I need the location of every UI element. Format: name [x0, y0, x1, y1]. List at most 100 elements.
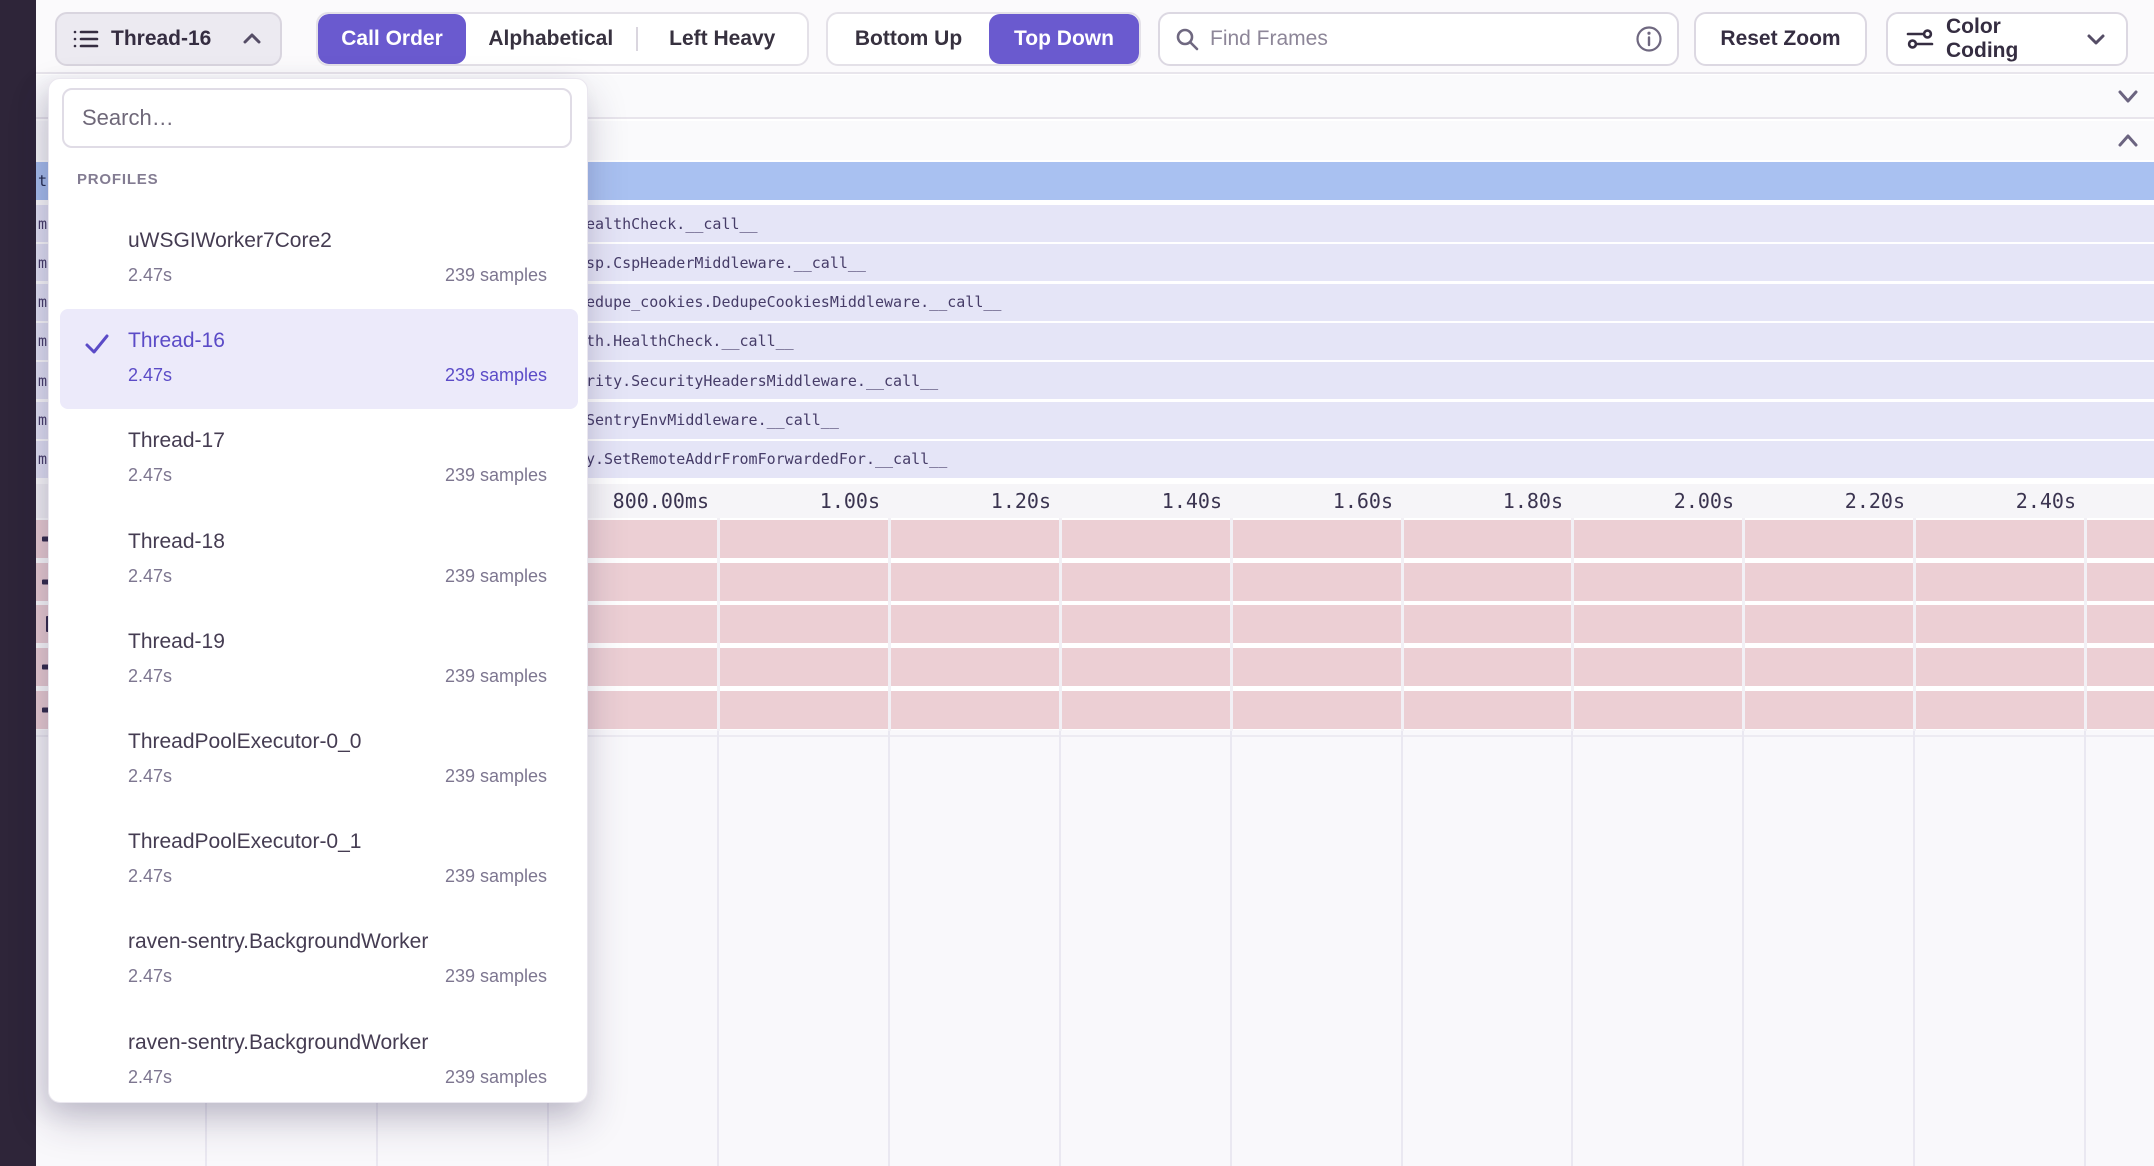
- profile-name: Thread-18: [128, 529, 225, 553]
- list-icon: [73, 26, 99, 52]
- gridline: [2084, 518, 2087, 731]
- frame-text-fragment: m: [38, 253, 48, 272]
- info-icon[interactable]: [1635, 25, 1663, 53]
- search-icon: [1174, 26, 1200, 52]
- frame-text-fragment: m: [38, 293, 48, 312]
- profile-sample-count: 239 samples: [444, 265, 547, 285]
- profile-name: Thread-17: [128, 429, 225, 453]
- checkmark-icon: [84, 331, 110, 357]
- reset-zoom-button[interactable]: Reset Zoom: [1694, 12, 1867, 66]
- tab-bottom-up[interactable]: Bottom Up: [854, 27, 963, 50]
- gridline: [888, 731, 890, 1166]
- profiles-search-input[interactable]: [62, 88, 572, 148]
- profile-name: raven-sentry.BackgroundWorker: [128, 930, 429, 954]
- gridline: [1742, 731, 1744, 1166]
- frame-text-fragment: t: [38, 172, 48, 190]
- gridline: [1401, 731, 1403, 1166]
- profile-option[interactable]: raven-sentry.BackgroundWorker 2.47s 239 sa…: [60, 1011, 578, 1111]
- find-frames-box: [1158, 12, 1679, 66]
- sort-order-tabs: Call Order Alphabetical Left Heavy: [316, 12, 809, 66]
- chevron-down-icon[interactable]: [2114, 82, 2142, 110]
- frame-text-fragment: [42, 664, 51, 670]
- color-coding-label: Color Coding: [1946, 15, 2019, 62]
- frame-text: sp.CspHeaderMiddleware.__call__: [586, 253, 866, 272]
- gridline: [1059, 518, 1062, 731]
- profile-sample-count: 239 samples: [444, 565, 547, 586]
- frame-text: ealthCheck.__call__: [586, 214, 758, 233]
- gridline: [1913, 518, 1916, 731]
- frame-text-fragment: [42, 707, 51, 713]
- chevron-down-icon: [2084, 27, 2108, 51]
- thread-selector-button[interactable]: Thread-16: [55, 12, 282, 66]
- frame-text: th.HealthCheck.__call__: [586, 332, 794, 351]
- profile-duration: 2.47s: [128, 866, 173, 887]
- frame-text-fragment: m: [38, 332, 48, 351]
- frame-text: SentryEnvMiddleware.__call__: [586, 411, 839, 429]
- gridline: [888, 518, 891, 731]
- gridline: [1742, 518, 1745, 731]
- profile-name: raven-sentry.BackgroundWorker: [128, 1030, 429, 1054]
- frame-text-fragment: m: [38, 371, 48, 390]
- profile-name: uWSGIWorker7Core2: [128, 229, 332, 252]
- find-frames-input[interactable]: [1210, 27, 1625, 51]
- profile-sample-count: 239 samples: [444, 665, 547, 686]
- reset-zoom-label: Reset Zoom: [1720, 27, 1841, 50]
- profile-option[interactable]: Thread-16 2.47s 239 samples: [60, 309, 578, 410]
- sliders-icon: [1906, 25, 1934, 53]
- profile-duration: 2.47s: [128, 665, 173, 686]
- axis-tick-label: 2.40s: [2015, 489, 2076, 513]
- profile-name: ThreadPoolExecutor-0_0: [128, 730, 362, 753]
- axis-tick-label: 2.20s: [1844, 489, 1905, 513]
- tab-alphabetical[interactable]: Alphabetical: [488, 27, 614, 50]
- tab-top-down[interactable]: Top Down: [989, 14, 1139, 64]
- profile-option[interactable]: raven-sentry.BackgroundWorker 2.47s 239 sa…: [60, 910, 578, 1010]
- profile-option[interactable]: Thread-19 2.47s 239 samples: [60, 610, 578, 710]
- profile-duration: 2.47s: [128, 1066, 173, 1087]
- profile-sample-count: 239 samples: [444, 365, 547, 386]
- frame-text-fragment: m: [38, 411, 48, 429]
- profile-duration: 2.47s: [128, 966, 173, 987]
- axis-tick-label: 2.00s: [1673, 489, 1734, 513]
- chevron-up-icon: [240, 27, 264, 51]
- profile-option[interactable]: ThreadPoolExecutor-0_1 2.47s 239 samples: [60, 810, 578, 910]
- axis-tick-label: 1.80s: [1502, 489, 1563, 513]
- profile-sample-count: 239 samples: [444, 866, 547, 887]
- axis-tick-label: 800.00ms: [612, 489, 709, 513]
- axis-tick-label: 1.20s: [990, 489, 1051, 513]
- frame-text-fragment: m: [38, 214, 48, 233]
- direction-tabs: Bottom Up Top Down: [826, 12, 1141, 66]
- frame-text: rity.SecurityHeadersMiddleware.__call__: [586, 371, 939, 390]
- axis-tick-label: 1.00s: [819, 489, 880, 513]
- gridline: [717, 731, 719, 1166]
- profile-option[interactable]: Thread-17 2.47s 239 samples: [60, 409, 578, 509]
- profile-name: Thread-19: [128, 629, 225, 653]
- gridline: [1571, 518, 1574, 731]
- chevron-up-icon[interactable]: [2114, 127, 2142, 155]
- profile-option[interactable]: ThreadPoolExecutor-0_0 2.47s 239 samples: [60, 710, 578, 810]
- profile-duration: 2.47s: [128, 766, 173, 786]
- thread-selector-label: Thread-16: [111, 27, 212, 50]
- profile-option[interactable]: Thread-18 2.47s 239 samples: [60, 510, 578, 610]
- frame-text: y.SetRemoteAddrFromForwardedFor.__call__: [586, 450, 948, 469]
- gridline: [1059, 731, 1061, 1166]
- profile-sample-count: 239 samples: [444, 1066, 547, 1087]
- gridline: [2084, 731, 2086, 1166]
- profile-sample-count: 239 samples: [444, 766, 547, 786]
- frame-text-fragment: [42, 536, 51, 542]
- profile-option[interactable]: uWSGIWorker7Core2 2.47s 239 samples: [60, 209, 578, 309]
- profile-sample-count: 239 samples: [444, 966, 547, 987]
- axis-tick-label: 1.60s: [1332, 489, 1393, 513]
- color-coding-button[interactable]: Color Coding: [1886, 12, 2128, 66]
- tab-call-order[interactable]: Call Order: [318, 14, 466, 64]
- gridline: [1571, 731, 1573, 1166]
- gridline: [1913, 731, 1915, 1166]
- gridline: [717, 518, 720, 731]
- gridline: [1230, 731, 1232, 1166]
- profile-sample-count: 239 samples: [444, 465, 547, 486]
- profile-duration: 2.47s: [128, 365, 173, 386]
- tab-left-heavy[interactable]: Left Heavy: [669, 27, 776, 50]
- frame-text: edupe_cookies.DedupeCookiesMiddleware.__…: [586, 293, 1002, 312]
- gridline: [1401, 518, 1404, 731]
- segment-divider: [635, 27, 638, 51]
- profiles-dropdown: PROFILES uWSGIWorker7Core2 2.47s 239 sampl…: [48, 78, 588, 1103]
